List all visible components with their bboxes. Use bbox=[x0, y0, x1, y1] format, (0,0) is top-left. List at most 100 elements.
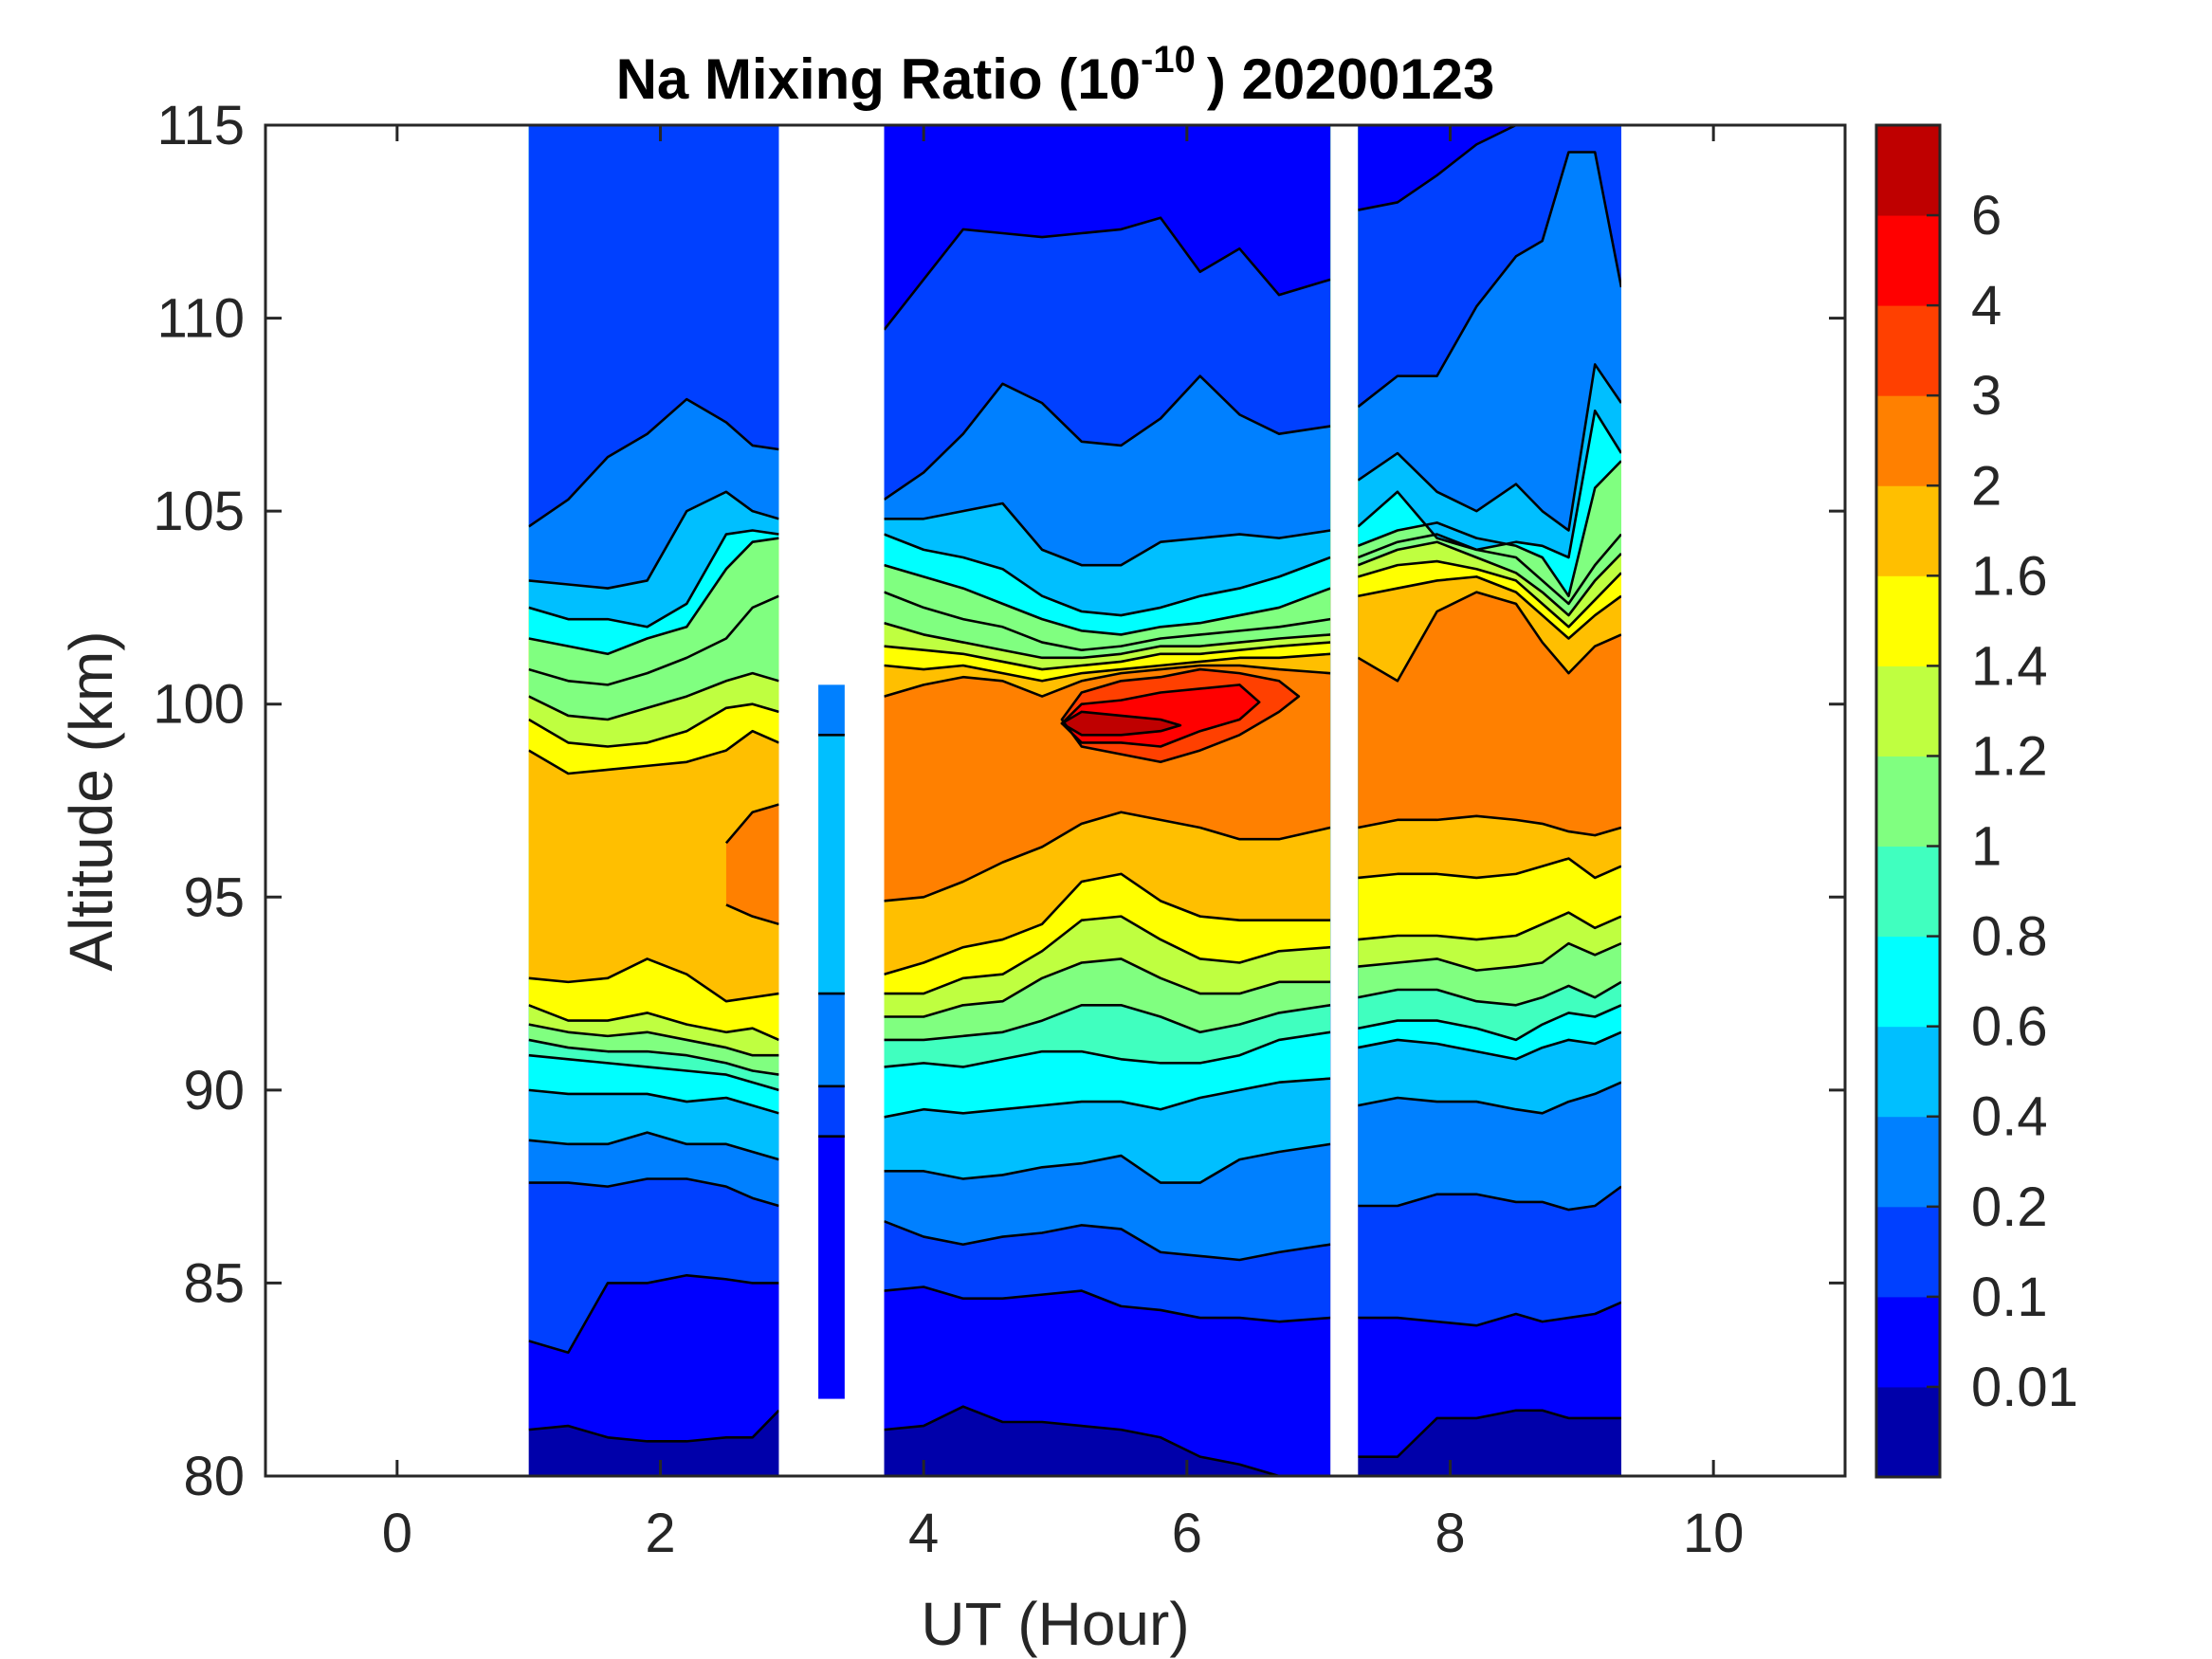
x-tick-label-4: 4 bbox=[908, 1503, 939, 1564]
colorbar-tick-label-1: 1 bbox=[1971, 816, 2002, 878]
contour-line-block-1-upper-0.4 bbox=[528, 490, 779, 590]
contour-line-block-2-lower-2 bbox=[884, 811, 1331, 902]
colorbar-band-2-3 bbox=[1876, 395, 1940, 486]
colorbar-tick-label-2: 2 bbox=[1971, 455, 2002, 517]
contour-line-block-3-lower-0.8 bbox=[1358, 1004, 1621, 1042]
y-tick-label-80: 80 bbox=[183, 1446, 245, 1507]
contour-line-block-3-lower-1 bbox=[1358, 980, 1621, 1007]
narrow-column-segment-1 bbox=[818, 1085, 845, 1137]
plot-area bbox=[528, 125, 1621, 1476]
colorbar-band-0.2-0.4 bbox=[1876, 1116, 1940, 1208]
x-axis-label: UT (Hour) bbox=[921, 1590, 1189, 1658]
colorbar-tick-label-0.6: 0.6 bbox=[1971, 996, 2048, 1058]
contour-line-block-3-lower-0.4 bbox=[1358, 1081, 1621, 1115]
contour-line-block-3-upper-0.8 bbox=[1358, 460, 1621, 598]
contour-line-block-3-lower-2 bbox=[1358, 814, 1621, 837]
colorbar: 0.01 0.1 0.2 0.4 0.6 0.8 1 1.2 1.4 1.6 2 3 4 6 bbox=[1874, 123, 2078, 1479]
colorbar-band-0.1-0.2 bbox=[1876, 1206, 1940, 1298]
colorbar-band-1.6-2 bbox=[1876, 485, 1940, 576]
contour-line-block-2-lower-4 bbox=[1060, 684, 1261, 748]
contour-line-block-2-lower-1.6 bbox=[884, 872, 1331, 975]
contour-line-block-2-upper-0.8 bbox=[884, 563, 1331, 636]
contour-line-block-2-lower-1 bbox=[884, 1003, 1331, 1042]
contour-line-block-1-lower-2 bbox=[725, 903, 779, 926]
contour-line-block-2-lower-0.4 bbox=[884, 1142, 1331, 1184]
contour-line-block-2-upper-0.2 bbox=[884, 374, 1331, 501]
contour-line-block-2-upper-1 bbox=[884, 591, 1331, 652]
colorbar-band-3-4 bbox=[1876, 305, 1940, 396]
axes-box bbox=[264, 123, 1847, 1478]
contour-line-block-2-upper-0.4 bbox=[884, 501, 1331, 567]
x-axis: 0 2 4 6 8 10 bbox=[382, 125, 1745, 1564]
colorbar-band-0-0.01 bbox=[1876, 1386, 1940, 1478]
colorbar-tick-label-0.2: 0.2 bbox=[1971, 1176, 2048, 1238]
narrow-column-segment-0 bbox=[818, 1136, 845, 1399]
colorbar-frame bbox=[1874, 123, 1942, 1479]
colorbar-tick-label-0.8: 0.8 bbox=[1971, 906, 2048, 968]
contour-line-block-2-lower-0.1 bbox=[884, 1285, 1331, 1323]
contour-line-block-3-upper-1.2 bbox=[1358, 540, 1621, 617]
colorbar-band-0.01-0.1 bbox=[1876, 1296, 1940, 1388]
narrow-column-segment-4 bbox=[818, 684, 845, 736]
contour-line-block-3-upper-0.4 bbox=[1358, 363, 1621, 532]
band-block-2-lower-6 bbox=[1061, 711, 1180, 736]
contour-line-block-1-lower-0.6 bbox=[528, 1088, 779, 1115]
contour-line-block-3-lower-0.6 bbox=[1358, 1030, 1621, 1061]
colorbar-band-6-8 bbox=[1876, 125, 1940, 216]
band-block-3-upper-0.1 bbox=[1358, 125, 1621, 210]
contour-line-block-1-upper-2 bbox=[724, 803, 779, 845]
band-block-1-upper-0.2 bbox=[528, 125, 779, 527]
colorbar-band-0.6-0.8 bbox=[1876, 936, 1940, 1028]
colorbar-tick-label-3: 3 bbox=[1971, 365, 2002, 427]
contour-line-block-2-upper-1.2 bbox=[884, 621, 1331, 660]
contour-line-block-3-upper-0.1 bbox=[1358, 125, 1621, 211]
chart-title: Na Mixing Ratio (10-10) 20200123 bbox=[616, 39, 1495, 111]
contour-line-block-2-lower-1.2 bbox=[884, 957, 1331, 1018]
contour-line-block-2-lower-0.6 bbox=[884, 1077, 1331, 1119]
title-suffix: ) 20200123 bbox=[1207, 47, 1495, 111]
colorbar-band-4-6 bbox=[1876, 215, 1940, 306]
y-tick-label-105: 105 bbox=[153, 481, 245, 542]
contour-line-block-1-lower-0.2 bbox=[528, 1177, 779, 1208]
contour-line-block-2-upper-0.1 bbox=[884, 216, 1331, 331]
y-axis-label: Altitude (km) bbox=[57, 630, 125, 971]
colorbar-tick-label-1.6: 1.6 bbox=[1971, 545, 2048, 607]
colorbar-band-1-1.2 bbox=[1876, 756, 1940, 848]
contour-line-block-3-lower-1.2 bbox=[1358, 941, 1621, 972]
contour-line-block-2-lower-6 bbox=[1060, 710, 1182, 737]
contour-line-block-2-lower-3 bbox=[1060, 667, 1301, 764]
contour-line-block-1-lower-1 bbox=[528, 1038, 779, 1076]
colorbar-band-1.2-1.4 bbox=[1876, 665, 1940, 757]
contour-line-block-2-lower-0.8 bbox=[884, 1030, 1331, 1068]
colorbar-tick-label-1.2: 1.2 bbox=[1971, 725, 2048, 787]
contour-line-block-1-upper-1.4 bbox=[528, 702, 779, 748]
contour-line-block-3-upper-1.4 bbox=[1358, 559, 1621, 629]
colorbar-tick-label-0.4: 0.4 bbox=[1971, 1086, 2048, 1148]
contour-line-block-1-upper-1.2 bbox=[528, 671, 779, 721]
y-tick-label-100: 100 bbox=[153, 674, 245, 736]
contour-line-block-1-lower-1.4 bbox=[528, 1004, 779, 1042]
contour-line-block-3-lower-1.6 bbox=[1358, 857, 1621, 880]
contour-line-block-1-lower-0.01 bbox=[528, 1409, 779, 1443]
title-exponent: -10 bbox=[1141, 39, 1196, 81]
contour-line-block-1-lower-1.2 bbox=[528, 1023, 779, 1057]
y-tick-label-115: 115 bbox=[157, 95, 245, 156]
x-tick-label-10: 10 bbox=[1683, 1503, 1745, 1564]
y-tick-label-90: 90 bbox=[183, 1060, 245, 1121]
contour-line-block-1-upper-1.6 bbox=[528, 729, 779, 775]
contour-line-block-1-lower-0.4 bbox=[528, 1131, 779, 1161]
narrow-column-segment-3 bbox=[818, 735, 845, 994]
x-tick-label-6: 6 bbox=[1172, 1503, 1202, 1564]
contour-line-block-3-upper-0.6 bbox=[1358, 409, 1621, 559]
contour-line-block-1-upper-0.6 bbox=[528, 529, 779, 629]
contour-line-block-3-lower-0.2 bbox=[1358, 1185, 1621, 1212]
x-tick-label-2: 2 bbox=[645, 1503, 675, 1564]
colorbar-tick-label-4: 4 bbox=[1971, 275, 2002, 337]
colorbar-band-0.4-0.6 bbox=[1876, 1026, 1940, 1118]
contour-line-block-1-lower-1.6 bbox=[528, 957, 779, 1003]
contour-line-block-2-upper-2 bbox=[884, 664, 1331, 698]
contour-line-block-2-lower-0.2 bbox=[884, 1220, 1331, 1262]
contour-line-block-3-upper-1 bbox=[1358, 533, 1621, 606]
colorbar-band-1.4-1.6 bbox=[1876, 575, 1940, 666]
